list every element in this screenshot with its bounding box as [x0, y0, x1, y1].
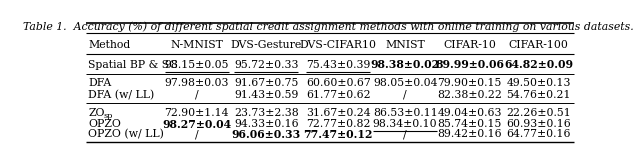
Text: N-MNIST: N-MNIST: [170, 40, 223, 50]
Text: 91.67±0.75: 91.67±0.75: [234, 78, 298, 88]
Text: 61.77±0.62: 61.77±0.62: [306, 90, 371, 100]
Text: 75.43±0.39: 75.43±0.39: [306, 60, 371, 70]
Text: 64.77±0.16: 64.77±0.16: [506, 129, 571, 139]
Text: 98.05±0.04: 98.05±0.04: [373, 78, 437, 88]
Text: 82.38±0.22: 82.38±0.22: [437, 90, 502, 100]
Text: 98.34±0.10: 98.34±0.10: [373, 119, 438, 129]
Text: 85.74±0.15: 85.74±0.15: [437, 119, 502, 129]
Text: 91.43±0.59: 91.43±0.59: [234, 90, 298, 100]
Text: 60.60±0.67: 60.60±0.67: [306, 78, 371, 88]
Text: DFA: DFA: [88, 78, 112, 88]
Text: MNIST: MNIST: [385, 40, 425, 50]
Text: ZO: ZO: [88, 108, 105, 118]
Text: 72.77±0.82: 72.77±0.82: [306, 119, 371, 129]
Text: 89.99±0.06: 89.99±0.06: [435, 59, 504, 70]
Text: 49.50±0.13: 49.50±0.13: [506, 78, 571, 88]
Text: Method: Method: [88, 40, 131, 50]
Text: OPZO (w/ LL): OPZO (w/ LL): [88, 129, 164, 139]
Text: 89.42±0.16: 89.42±0.16: [437, 129, 502, 139]
Text: /: /: [195, 90, 198, 100]
Text: 22.26±0.51: 22.26±0.51: [506, 108, 571, 118]
Text: 95.72±0.33: 95.72±0.33: [234, 60, 298, 70]
Text: 98.27±0.04: 98.27±0.04: [163, 119, 232, 130]
Text: 98.15±0.05: 98.15±0.05: [164, 60, 229, 70]
Text: CIFAR-10: CIFAR-10: [443, 40, 496, 50]
Text: sp: sp: [103, 112, 113, 120]
Text: 77.47±0.12: 77.47±0.12: [303, 129, 373, 140]
Text: /: /: [195, 129, 198, 139]
Text: 86.53±0.11: 86.53±0.11: [372, 108, 438, 118]
Text: 64.82±0.09: 64.82±0.09: [504, 59, 573, 70]
Text: 72.90±1.14: 72.90±1.14: [164, 108, 229, 118]
Text: 60.93±0.16: 60.93±0.16: [506, 119, 571, 129]
Text: /: /: [403, 90, 407, 100]
Text: 31.67±0.24: 31.67±0.24: [306, 108, 371, 118]
Text: 23.73±2.38: 23.73±2.38: [234, 108, 299, 118]
Text: DVS-CIFAR10: DVS-CIFAR10: [300, 40, 377, 50]
Text: DVS-Gesture: DVS-Gesture: [230, 40, 302, 50]
Text: 54.76±0.21: 54.76±0.21: [506, 90, 571, 100]
Text: 98.38±0.02: 98.38±0.02: [371, 59, 440, 70]
Text: Table 1.  Accuracy (%) of different spatial credit assignment methods with onlin: Table 1. Accuracy (%) of different spati…: [22, 21, 634, 32]
Text: /: /: [403, 129, 407, 139]
Text: 49.04±0.63: 49.04±0.63: [437, 108, 502, 118]
Text: 97.98±0.03: 97.98±0.03: [164, 78, 229, 88]
Text: Spatial BP & SG: Spatial BP & SG: [88, 60, 179, 70]
Text: CIFAR-100: CIFAR-100: [509, 40, 568, 50]
Text: 96.06±0.33: 96.06±0.33: [232, 129, 301, 140]
Text: 94.33±0.16: 94.33±0.16: [234, 119, 299, 129]
Text: 79.90±0.15: 79.90±0.15: [437, 78, 502, 88]
Text: OPZO: OPZO: [88, 119, 122, 129]
Text: DFA (w/ LL): DFA (w/ LL): [88, 90, 155, 100]
